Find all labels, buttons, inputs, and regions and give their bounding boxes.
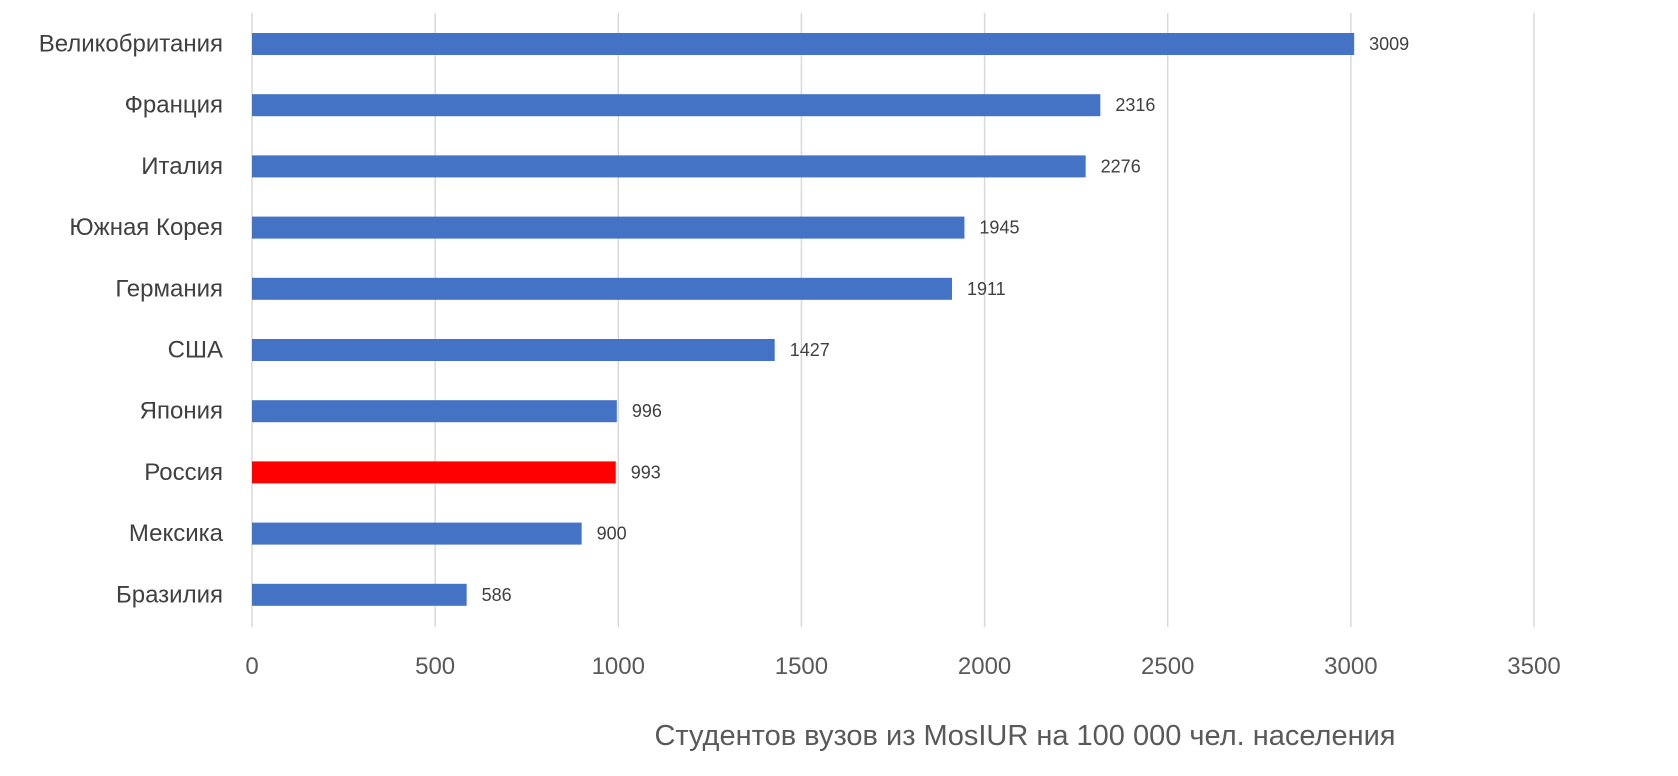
x-tick-label: 3500 xyxy=(1507,653,1560,680)
x-tick-label: 500 xyxy=(415,653,455,680)
category-label: Германия xyxy=(115,275,223,302)
x-tick-label: 0 xyxy=(245,653,258,680)
x-tick-label: 2000 xyxy=(958,653,1011,680)
category-label: Италия xyxy=(141,153,223,180)
category-label: Франция xyxy=(125,92,223,119)
bar xyxy=(252,522,582,545)
x-tick-label: 1000 xyxy=(592,653,645,680)
data-label: 586 xyxy=(482,585,512,605)
data-labels: 3009 2316 2276 1945 1911 1427 996 993 900 586 xyxy=(482,34,1410,605)
category-label: Россия xyxy=(144,459,223,486)
category-label: Великобритания xyxy=(39,31,223,58)
data-label: 996 xyxy=(632,401,662,421)
category-label: Южная Корея xyxy=(69,214,223,241)
data-label: 1945 xyxy=(979,218,1019,238)
bar xyxy=(252,339,775,361)
x-tick-label: 3000 xyxy=(1324,653,1377,680)
bar xyxy=(252,155,1086,178)
bars xyxy=(252,33,1355,606)
x-tick-label: 2500 xyxy=(1141,653,1194,680)
data-label: 900 xyxy=(597,524,627,544)
bar xyxy=(252,400,617,423)
bar xyxy=(252,216,965,239)
bar xyxy=(252,277,952,300)
bar xyxy=(252,583,467,606)
data-label: 2276 xyxy=(1101,156,1141,176)
x-tick-label: 1500 xyxy=(775,653,828,680)
category-label: США xyxy=(168,337,223,364)
bar xyxy=(252,94,1101,117)
category-label: Бразилия xyxy=(116,581,223,608)
bar xyxy=(252,461,616,484)
x-axis-title: Студентов вузов из MosIUR на 100 000 чел… xyxy=(654,720,1395,752)
data-label: 993 xyxy=(631,462,661,482)
data-label: 3009 xyxy=(1369,34,1409,54)
data-label: 1427 xyxy=(790,340,830,360)
data-label: 1911 xyxy=(967,279,1006,299)
category-label: Мексика xyxy=(129,520,224,547)
category-label: Япония xyxy=(140,398,223,425)
bar xyxy=(252,33,1355,55)
category-labels: Великобритания Франция Италия Южная Корея Ге… xyxy=(39,31,224,609)
x-tick-labels: 0 500 1000 1500 2000 2500 3000 3500 xyxy=(245,653,1560,680)
data-label: 2316 xyxy=(1115,95,1155,115)
